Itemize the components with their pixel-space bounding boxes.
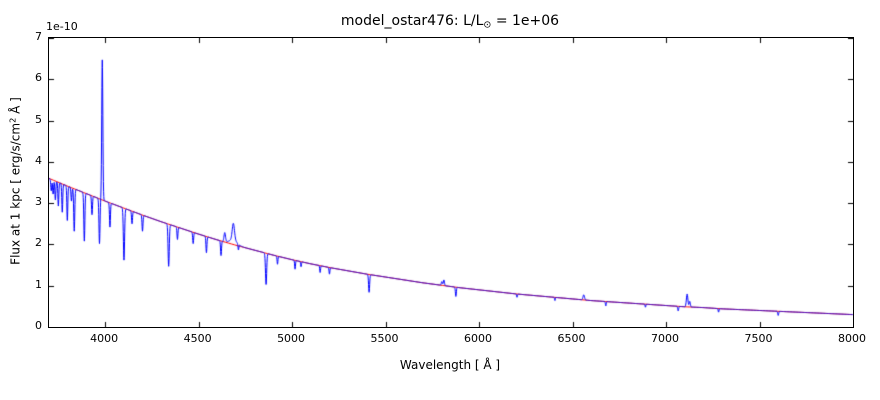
ylabel-tail-text: Å ] xyxy=(8,97,23,118)
x-axis-label: Wavelength [ Å ] xyxy=(399,358,501,372)
y-tick-label: 7 xyxy=(35,30,42,43)
x-tick-label: 6500 xyxy=(557,332,586,345)
x-tick-label: 7000 xyxy=(651,332,680,345)
y-axis-label: Flux at 1 kpc [ erg/s/cm2 Å ] xyxy=(8,97,23,265)
y-tick-label: 0 xyxy=(35,319,42,332)
spectrum-canvas xyxy=(49,38,853,327)
x-tick-label: 6000 xyxy=(464,332,493,345)
y-offset-label: 1e-10 xyxy=(46,20,78,33)
x-tick-label: 5500 xyxy=(370,332,399,345)
ylabel-text: Flux at 1 kpc [ erg/s/cm xyxy=(8,122,23,265)
plot-area xyxy=(48,37,854,328)
title-sun-subscript: ⊙ xyxy=(483,19,492,31)
x-tick-label: 8000 xyxy=(838,332,866,345)
title-text: model_ostar476: L/L xyxy=(340,13,484,29)
y-tick-label: 1 xyxy=(35,277,42,291)
y-tick-label: 6 xyxy=(35,71,42,85)
plot-title: model_ostar476: L/L⊙ = 1e+06 xyxy=(48,13,852,31)
x-tick-label: 5000 xyxy=(277,332,306,345)
ylabel-superscript: 2 xyxy=(7,117,18,123)
title-tail-text: = 1e+06 xyxy=(491,13,560,29)
x-tick-label: 4000 xyxy=(90,332,119,345)
x-tick-label: 4500 xyxy=(183,332,212,345)
x-tick-label: 7500 xyxy=(744,332,773,345)
